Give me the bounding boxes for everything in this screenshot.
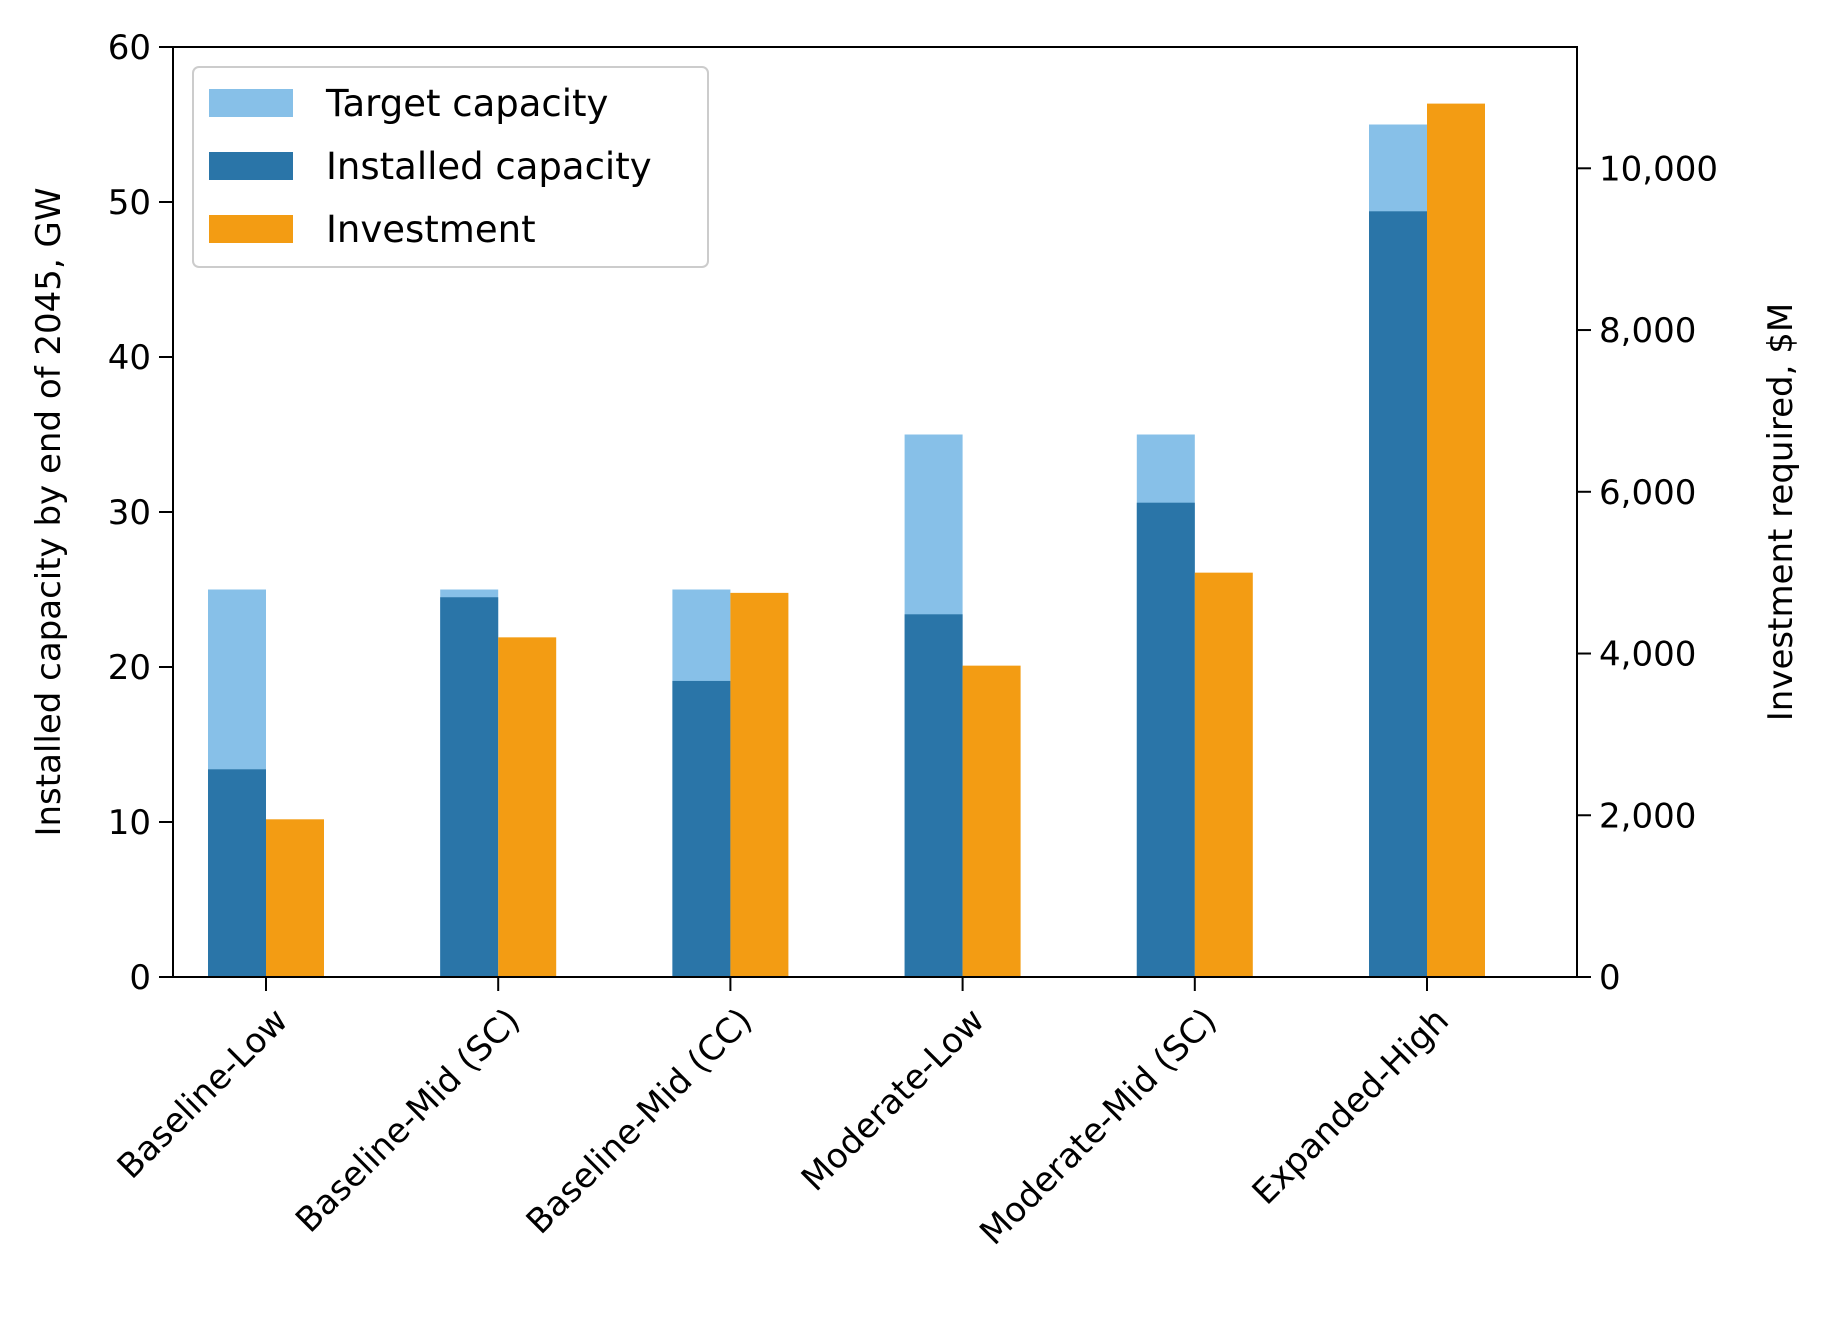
legend-label: Installed capacity (326, 145, 652, 188)
bar-installed-capacity (1369, 211, 1427, 978)
bar-installed-capacity (672, 680, 731, 977)
legend-label: Target capacity (325, 82, 608, 125)
y-axis-title-left: Installed capacity by end of 2045, GW (29, 187, 69, 836)
bar-investment (730, 592, 789, 977)
y-tick-label-right: 2,000 (1599, 796, 1696, 836)
bar-installed-capacity (904, 614, 963, 977)
bar-investment (266, 819, 324, 977)
bars-group (208, 103, 1485, 978)
bar-investment (1194, 572, 1253, 977)
y-tick-label-right: 4,000 (1599, 635, 1696, 675)
legend-box (192, 66, 709, 268)
legend: Target capacity Installed capacity Investm… (192, 66, 709, 268)
y-tick-label-right: 0 (1599, 958, 1621, 998)
y-axis-title-right: Investment required, $M (1761, 303, 1801, 721)
bar-investment (962, 665, 1021, 977)
y-tick-label-left: 60 (108, 28, 151, 68)
bar-installed-capacity (440, 597, 499, 977)
y-tick-label-right: 6,000 (1599, 473, 1696, 513)
bar-investment (1427, 103, 1485, 977)
y-tick-label-right: 10,000 (1599, 149, 1718, 189)
legend-swatch (209, 215, 293, 243)
y-tick-label-left: 50 (108, 183, 151, 223)
x-tick-label: Moderate-Low (794, 1001, 993, 1200)
y-tick-label-left: 20 (108, 648, 151, 688)
y-tick-label-left: 30 (108, 493, 151, 533)
x-tick-label: Baseline-Mid (SC) (288, 1001, 528, 1241)
x-tick-label: Expanded-High (1245, 1001, 1457, 1213)
bar-installed-capacity (1136, 502, 1195, 977)
y-tick-label-left: 10 (108, 803, 151, 843)
y-tick-label-right: 8,000 (1599, 311, 1696, 351)
legend-swatch (209, 152, 293, 180)
y-tick-label-left: 40 (108, 338, 151, 378)
y-tick-label-left: 0 (129, 958, 151, 998)
x-tick-label: Baseline-Low (110, 1001, 296, 1187)
legend-label: Investment (326, 208, 536, 251)
bar-installed-capacity (208, 769, 266, 977)
x-tick-label: Baseline-Mid (CC) (519, 1001, 761, 1243)
x-tick-label: Moderate-Mid (SC) (972, 1001, 1224, 1253)
legend-swatch (209, 89, 293, 117)
bar-investment (498, 637, 557, 977)
